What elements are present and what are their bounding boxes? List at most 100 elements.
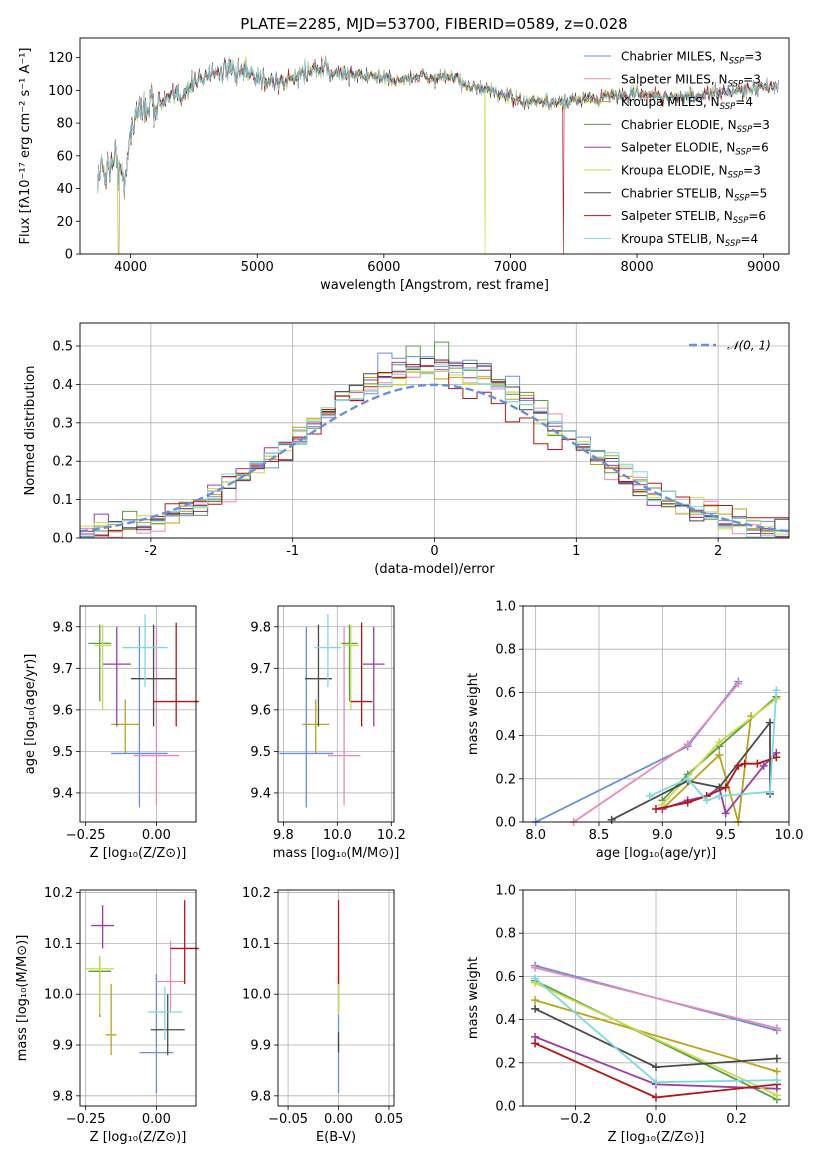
y-tick-label: 1.0 — [495, 884, 516, 899]
x-axis-label: mass [log₁₀(M/M⊙)] — [273, 846, 400, 861]
y-tick-label: 0.3 — [52, 416, 73, 431]
x-tick-label: 9000 — [747, 260, 780, 275]
x-axis-label: age [log₁₀(age/yr)] — [596, 846, 717, 861]
y-tick-label: 10.2 — [242, 886, 271, 901]
y-tick-label: 0.6 — [495, 970, 516, 985]
weight-marker — [715, 738, 724, 747]
weight-marker — [531, 1039, 540, 1048]
x-tick-label: 8000 — [621, 260, 654, 275]
x-tick-label: 0.05 — [374, 1112, 403, 1127]
weight-line — [649, 690, 778, 802]
x-axis-label: Z [log₁₀(Z/Z⊙)] — [90, 846, 187, 861]
y-tick-label: 100 — [48, 84, 73, 99]
axes-frame — [277, 889, 395, 1107]
weight-marker — [772, 1067, 781, 1076]
legend-label: Kroupa MILES, NSSP=4 — [621, 95, 753, 112]
y-tick-label: 1.0 — [495, 600, 516, 615]
weight-marker — [734, 761, 743, 770]
y-tick-label: 0.4 — [52, 378, 73, 393]
weight-marker — [734, 679, 743, 688]
plot-weight-vs-age: 8.0 8.5 9.0 9.5 10.0 0.0 0.2 0.4 0.6 0.8 1.0 age [l… — [466, 600, 803, 862]
x-tick-label: 0.00 — [324, 1112, 353, 1127]
weight-marker — [645, 792, 654, 801]
plot-mass-vs-ebv: −0.05 0.00 0.05 9.8 9.9 10.0 10.1 10.2 E(B-V) — [242, 886, 403, 1145]
legend-label: Kroupa ELODIE, NSSP=3 — [621, 164, 761, 181]
x-axis-label: wavelength [Angstrom, rest frame] — [320, 278, 549, 293]
x-tick-label: -1 — [286, 544, 299, 559]
y-tick-label: 9.8 — [52, 1089, 73, 1104]
x-axis-label: Z [log₁₀(Z/Z⊙)] — [90, 1130, 187, 1145]
weight-marker — [772, 753, 781, 762]
histogram-series — [80, 358, 789, 538]
y-tick-label: 9.8 — [52, 620, 73, 635]
x-axis-label: (data-model)/error — [374, 562, 495, 577]
weight-marker — [759, 761, 768, 770]
y-tick-label: 0.6 — [495, 686, 516, 701]
x-tick-label: 2 — [714, 544, 722, 559]
y-tick-label: 0.0 — [52, 532, 73, 547]
x-tick-label: 9.0 — [652, 828, 673, 843]
y-tick-label: 9.5 — [250, 745, 271, 760]
weight-marker — [715, 792, 724, 801]
y-tick-label: 20 — [56, 215, 73, 230]
weight-marker — [652, 1093, 660, 1102]
axes-frame — [522, 889, 790, 1107]
y-axis-label: mass weight — [466, 673, 481, 755]
weight-marker — [740, 759, 749, 768]
y-tick-label: 0.4 — [495, 1013, 516, 1028]
axes-frame — [79, 37, 790, 255]
weight-marker — [702, 796, 711, 805]
weight-marker — [766, 787, 774, 796]
y-tick-label: 0.0 — [495, 1100, 516, 1115]
x-tick-label: 0 — [430, 544, 438, 559]
x-tick-label: −0.25 — [66, 1112, 106, 1127]
y-tick-label: 9.9 — [250, 1039, 271, 1054]
y-tick-label: 0.8 — [495, 643, 516, 658]
y-tick-label: 10.0 — [242, 988, 271, 1003]
axes-frame — [277, 605, 395, 823]
x-tick-label: 10.0 — [323, 828, 352, 843]
legend-label: Salpeter ELODIE, NSSP=6 — [621, 141, 769, 158]
y-tick-label: 10.1 — [44, 937, 73, 952]
weight-line — [534, 979, 778, 1101]
axes-frame — [522, 605, 790, 823]
weight-line — [534, 982, 778, 1097]
weight-marker — [652, 1063, 660, 1072]
histogram-series — [80, 371, 789, 538]
y-tick-label: 10.1 — [242, 937, 271, 952]
weight-marker — [683, 774, 692, 783]
y-tick-label: 40 — [56, 182, 73, 197]
plot-spectrum: 4000 5000 6000 7000 8000 9000 0 20 40 60 80 100 120 w… — [18, 37, 790, 293]
spectrum-line — [97, 57, 779, 197]
y-tick-label: 0.2 — [495, 772, 516, 787]
weight-marker — [607, 815, 616, 824]
plot-age-vs-z: −0.25 0.00 9.4 9.5 9.6 9.7 9.8 Z [log₁₀(Z/Z⊙)] a… — [23, 605, 199, 861]
y-axis-label: Normed distribution — [23, 366, 38, 496]
weight-marker — [772, 1054, 781, 1063]
y-tick-label: 0 — [65, 248, 73, 263]
plot-mass-vs-z: −0.25 0.00 9.8 9.9 10.0 10.1 10.2 Z [log₁₀(Z/Z⊙… — [15, 886, 199, 1145]
axes-frame — [79, 605, 197, 823]
legend-label: Salpeter MILES, NSSP=3 — [621, 72, 761, 89]
normal-reference-curve — [79, 383, 790, 533]
figure-title: PLATE=2285, MJD=53700, FIBERID=0589, z=0… — [240, 15, 627, 33]
y-tick-label: 10.2 — [44, 886, 73, 901]
y-axis-label: age [log₁₀(age/yr)] — [23, 654, 38, 775]
y-tick-label: 120 — [48, 51, 73, 66]
y-tick-label: 0.8 — [495, 927, 516, 942]
x-axis-label: Z [log₁₀(Z/Z⊙)] — [608, 1130, 705, 1145]
x-tick-label: −0.25 — [66, 828, 106, 843]
weight-marker — [772, 1091, 781, 1100]
x-tick-label: 1 — [572, 544, 580, 559]
y-tick-label: 60 — [56, 149, 73, 164]
legend-label: 𝒩(0, 1) — [727, 339, 771, 353]
y-axis-label: Flux [fλ10⁻¹⁷ erg cm⁻² s⁻¹ A⁻¹] — [18, 48, 33, 245]
x-tick-label: 10.0 — [775, 828, 804, 843]
x-tick-label: 7000 — [494, 260, 527, 275]
weight-marker — [652, 1078, 660, 1087]
x-tick-label: 0.2 — [726, 1112, 747, 1127]
x-tick-label: 0.00 — [142, 1112, 171, 1127]
y-tick-label: 9.8 — [250, 620, 271, 635]
weight-marker — [531, 1004, 540, 1013]
plot-residuals: -2 -1 0 1 2 0.0 0.1 0.2 0.3 0.4 0.5 (data-model)/er… — [23, 322, 790, 577]
